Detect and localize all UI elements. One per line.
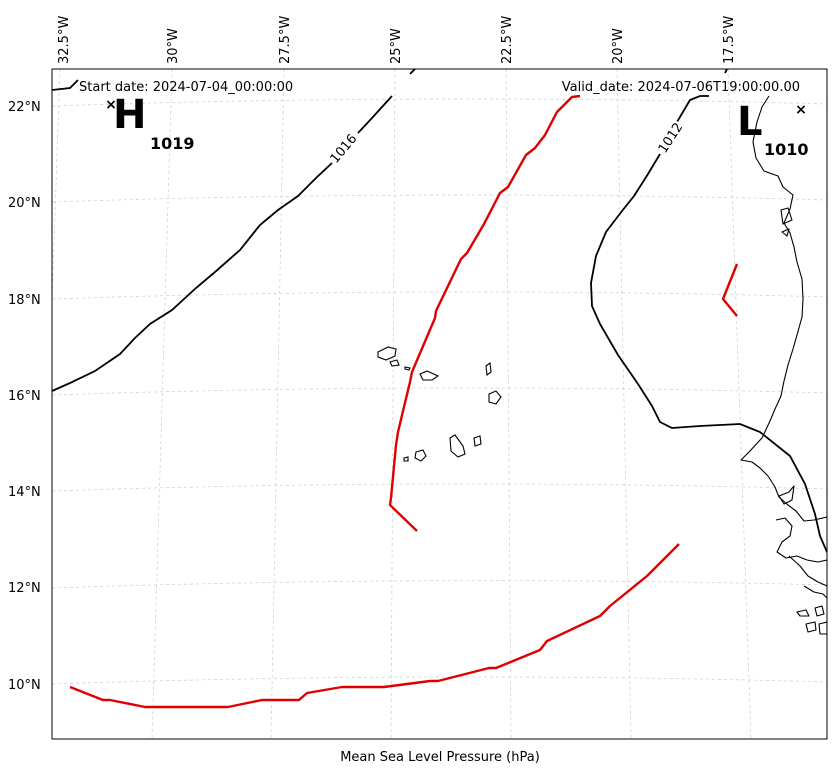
center-marker-icon: × bbox=[105, 97, 117, 113]
lat-tick-label: 10°N bbox=[8, 678, 41, 693]
isobar-1016-upper bbox=[52, 79, 79, 91]
isobar-1012-upper bbox=[676, 95, 709, 123]
island-sao-vicente bbox=[389, 359, 400, 367]
island-santiago bbox=[449, 434, 466, 458]
island-brava bbox=[403, 456, 409, 462]
graticule bbox=[52, 69, 827, 739]
low-pressure-center: × L 1010 bbox=[737, 99, 809, 159]
high-value: 1019 bbox=[150, 134, 195, 153]
lon-tick-label: 27.5°W bbox=[278, 16, 293, 64]
lat-tick-label: 20°N bbox=[8, 196, 41, 211]
highlight-contours bbox=[69, 94, 739, 709]
red-contour-main bbox=[388, 94, 581, 532]
isobar-1016 bbox=[52, 162, 333, 392]
lat-tick-label: 22°N bbox=[8, 100, 41, 115]
low-letter: L bbox=[737, 99, 763, 145]
isobars bbox=[52, 69, 827, 553]
valid-date: Valid_date: 2024-07-06T19:00:00.00 bbox=[562, 80, 800, 95]
island-sao-nicolau bbox=[419, 370, 440, 381]
map-frame bbox=[51, 68, 828, 740]
contour-label-1016: 1016 bbox=[328, 132, 361, 167]
x-axis-label: Mean Sea Level Pressure (hPa) bbox=[340, 750, 540, 765]
island-small bbox=[404, 366, 411, 371]
high-pressure-center: × H 1019 bbox=[105, 92, 194, 153]
island-maio bbox=[473, 435, 482, 447]
lat-tick-label: 12°N bbox=[8, 581, 41, 596]
lon-tick-label: 17.5°W bbox=[722, 16, 737, 64]
isobar-1012-top bbox=[724, 69, 728, 74]
island-santo-antao bbox=[377, 346, 397, 361]
isobar-1012 bbox=[590, 153, 827, 553]
isobar-1016 bbox=[357, 95, 393, 134]
lat-tick-label: 14°N bbox=[8, 485, 41, 500]
center-marker-icon: × bbox=[795, 102, 807, 118]
lon-tick-labels: 32.5°W 30°W 27.5°W 25°W 22.5°W 20°W 17.5… bbox=[57, 16, 737, 64]
high-letter: H bbox=[113, 92, 146, 138]
lon-tick-label: 30°W bbox=[166, 28, 181, 64]
lat-tick-label: 18°N bbox=[8, 293, 41, 308]
red-contour-south bbox=[69, 543, 680, 709]
lat-tick-labels: 22°N 20°N 18°N 16°N 14°N 12°N 10°N bbox=[8, 100, 41, 693]
lat-tick-label: 16°N bbox=[8, 389, 41, 404]
cape-verde-islands bbox=[377, 346, 502, 462]
african-coastline bbox=[740, 95, 827, 635]
start-date: Start date: 2024-07-04_00:00:00 bbox=[79, 80, 293, 95]
contour-label-1012: 1012 bbox=[656, 120, 687, 156]
lon-tick-label: 20°W bbox=[611, 28, 626, 64]
isobar-1016-top bbox=[409, 69, 416, 75]
red-contour-fragment bbox=[721, 263, 739, 317]
island-fogo bbox=[414, 449, 427, 462]
island-boa-vista bbox=[488, 390, 502, 405]
lon-tick-label: 25°W bbox=[389, 28, 404, 64]
lon-tick-label: 32.5°W bbox=[57, 16, 72, 64]
low-value: 1010 bbox=[764, 140, 809, 159]
lon-tick-label: 22.5°W bbox=[500, 16, 515, 64]
island-sal bbox=[485, 361, 492, 377]
